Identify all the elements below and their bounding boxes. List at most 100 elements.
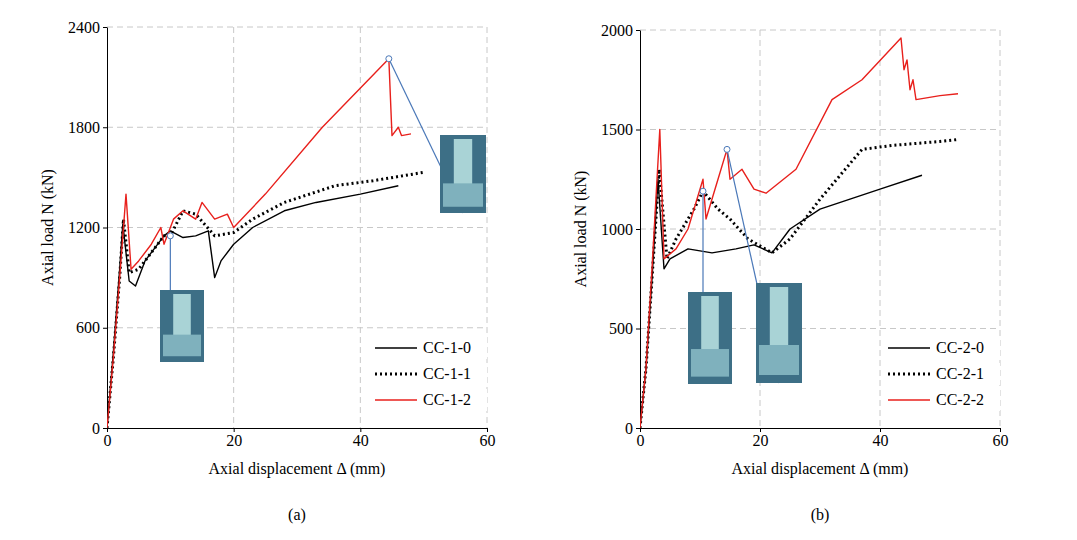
grid-line xyxy=(640,30,1000,31)
legend-swatch xyxy=(375,399,417,400)
y-axis-title: Axial load N (kN) xyxy=(572,171,590,288)
legend-ground xyxy=(884,389,1000,411)
plot-area xyxy=(107,59,424,428)
y-axis: 0 500 1000 1500 2000 xyxy=(601,22,641,437)
y-tick: 2000 xyxy=(601,22,640,39)
photo-detail xyxy=(691,349,729,377)
legend-label: CC-1-0 xyxy=(423,339,471,356)
tick-label: 0 xyxy=(637,432,645,449)
tick-label: 500 xyxy=(609,320,633,337)
legend-label: CC-2-0 xyxy=(936,339,984,356)
tick-mark xyxy=(103,328,107,329)
grid-line xyxy=(640,129,1000,130)
leader-line xyxy=(170,236,171,290)
photo-insets xyxy=(688,146,802,384)
axis-line xyxy=(641,428,1001,429)
x-tick: 60 xyxy=(993,428,1009,449)
tick-label: 1800 xyxy=(68,119,100,136)
tick-mark xyxy=(103,428,107,429)
x-axis-title: Axial displacement Δ (mm) xyxy=(732,460,909,478)
tick-label: 1500 xyxy=(601,121,633,138)
x-tick: 0 xyxy=(637,428,645,449)
tick-label: 1000 xyxy=(601,221,633,238)
series-line xyxy=(640,175,922,428)
photo-marker xyxy=(700,188,706,194)
legend-swatch xyxy=(888,373,930,376)
x-tick: 0 xyxy=(104,428,112,449)
x-tick: 60 xyxy=(480,428,496,449)
y-tick: 2400 xyxy=(68,19,107,36)
series-line xyxy=(107,186,398,428)
y-axis: 0 600 1200 1800 2400 xyxy=(68,19,108,437)
photo-marker xyxy=(386,56,392,62)
tick-mark xyxy=(636,428,640,429)
tick-label: 1200 xyxy=(68,219,100,236)
tick-label: 0 xyxy=(104,432,112,449)
legend-swatch xyxy=(888,347,930,348)
grid-line xyxy=(880,30,881,428)
y-axis-title: Axial load N (kN) xyxy=(39,169,57,286)
photo-insets xyxy=(160,56,486,362)
y-tick: 600 xyxy=(76,319,107,336)
legend: CC-1-0 CC-1-1 CC-1-2 xyxy=(371,337,487,411)
photo-detail xyxy=(173,294,191,337)
x-tick: 20 xyxy=(226,428,242,449)
legend-label: CC-1-1 xyxy=(423,365,471,382)
tick-mark xyxy=(103,228,107,229)
grid-line xyxy=(107,27,487,28)
y-tick: 1800 xyxy=(68,119,107,136)
legend-label: CC-1-2 xyxy=(423,391,471,408)
grid-line xyxy=(107,227,487,228)
x-tick: 40 xyxy=(353,428,369,449)
panel: 02040600600120018002400Axial load N (kN)… xyxy=(39,19,496,524)
y-tick: 0 xyxy=(92,420,107,437)
tick-mark xyxy=(103,127,107,128)
axis-line xyxy=(108,428,488,429)
photo-marker xyxy=(724,146,730,152)
photo xyxy=(756,283,802,383)
photo xyxy=(160,290,204,362)
tick-label: 40 xyxy=(353,432,369,449)
leader-line xyxy=(702,191,703,292)
photo-detail xyxy=(443,183,483,206)
legend: CC-2-0CC-2-1CC-2-2 xyxy=(884,337,1000,411)
tick-mark xyxy=(636,229,640,230)
legend-ground xyxy=(884,337,1000,359)
tick-label: 2400 xyxy=(68,19,100,36)
x-tick: 40 xyxy=(873,428,889,449)
tick-label: 0 xyxy=(625,420,633,437)
photo xyxy=(688,292,732,384)
photo-detail xyxy=(163,335,201,357)
grid-line xyxy=(640,229,1000,230)
photo-detail xyxy=(770,287,788,347)
y-tick: 0 xyxy=(625,420,640,437)
figure: 02040600600120018002400Axial load N (kN)… xyxy=(0,0,1077,540)
tick-label: 40 xyxy=(873,432,889,449)
x-axis-title: Axial displacement Δ (mm) xyxy=(209,460,386,478)
tick-label: 600 xyxy=(76,319,100,336)
series-line xyxy=(107,59,411,428)
tick-label: 20 xyxy=(753,432,769,449)
tick-mark xyxy=(103,27,107,28)
tick-mark xyxy=(636,30,640,31)
legend-swatch xyxy=(375,347,417,348)
panel-label: (a) xyxy=(288,506,306,524)
panel: 0 20 40 60 0 500 1000 1500 2000 Axial load N (kN)… xyxy=(572,22,1009,524)
legend-ground xyxy=(371,337,487,359)
photo-detail xyxy=(454,139,472,186)
grid xyxy=(107,27,487,428)
legend-ground xyxy=(884,363,1000,385)
y-tick: 1200 xyxy=(68,219,107,236)
panel-label: (b) xyxy=(811,506,830,524)
y-tick: 500 xyxy=(609,320,640,337)
x-tick: 20 xyxy=(753,428,769,449)
tick-label: 60 xyxy=(993,432,1009,449)
legend-ground xyxy=(371,363,487,385)
photo-detail xyxy=(759,345,799,375)
legend-swatch xyxy=(888,399,930,400)
x-axis: 0 20 40 60 xyxy=(104,428,496,449)
axis-line xyxy=(107,28,108,429)
y-tick: 1000 xyxy=(601,221,640,238)
tick-label: 60 xyxy=(480,432,496,449)
legend-label: CC-2-1 xyxy=(936,365,984,382)
